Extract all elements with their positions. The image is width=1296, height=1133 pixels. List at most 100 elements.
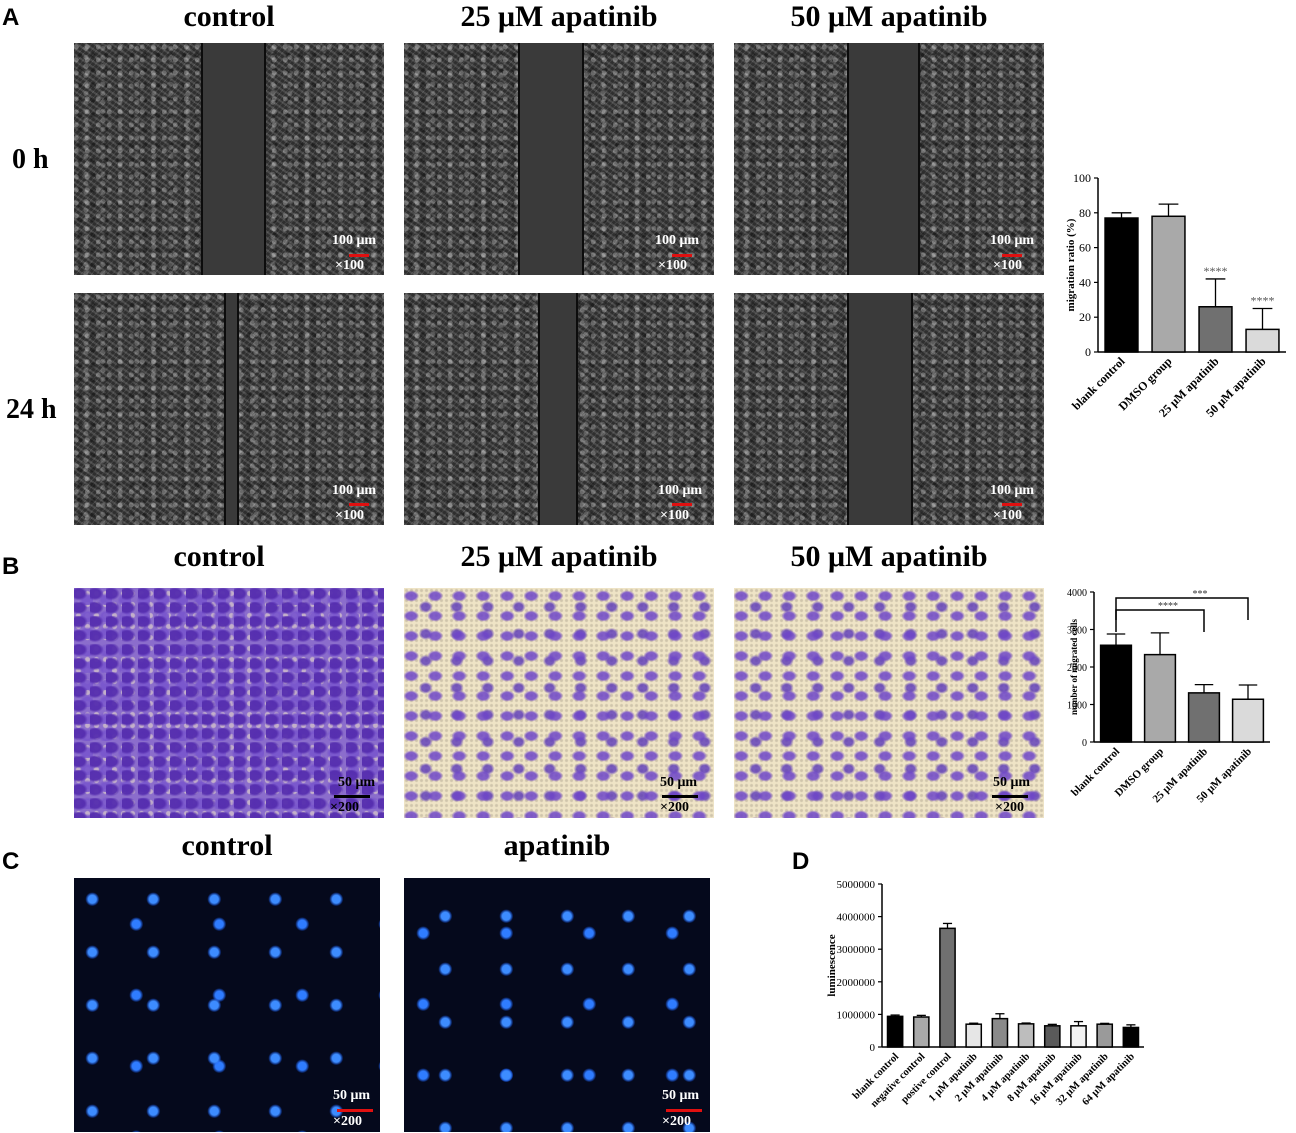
bar-3 (1245, 328, 1280, 353)
wound-image-50um-0h (734, 43, 1044, 275)
y-axis-label: number of migrated cells (1069, 618, 1079, 715)
fluorescence-image-control (74, 878, 380, 1132)
scale-text-a2: 100 μm (655, 233, 700, 248)
y-tick-label-1: 1000000 (837, 1009, 876, 1021)
panel-a-row-title-0h: 0 h (12, 144, 49, 175)
scale-text-b2: 50 μm (660, 775, 698, 790)
y-tick-label-1: 1000 (1067, 701, 1087, 712)
scale-bar-b3 (992, 795, 1028, 798)
y-tick-label-3: 3000000 (837, 944, 876, 956)
bar-2 (939, 927, 956, 1048)
panel-a-row-title-24h: 24 h (6, 394, 57, 425)
y-tick-label-5: 100 (1073, 171, 1091, 185)
scale-text-c1: 50 μm (333, 1088, 371, 1103)
transwell-image-25um (404, 588, 714, 818)
magnification-b3: ×200 (995, 800, 1024, 815)
panel-letter-c: C (2, 848, 20, 875)
panel-a-col-title-control: control (183, 0, 275, 33)
y-tick-label-2: 2000000 (837, 977, 876, 989)
y-tick-label-0: 0 (1082, 738, 1087, 749)
y-tick-label-4: 80 (1079, 206, 1091, 220)
scale-bar-a1 (349, 254, 369, 257)
scale-bar-a3 (1002, 254, 1022, 257)
migrated-cells-chart: 0 1000 2000 3000 4000 number of migrated cell… (1067, 588, 1270, 805)
wound-image-control-0h (74, 43, 384, 275)
transwell-image-control (74, 588, 384, 818)
panel-a-col-title-25um: 25 μM apatinib (460, 0, 658, 33)
bar-7 (1070, 1025, 1087, 1048)
panel-letter-b: B (2, 553, 20, 580)
wound-image-50um-24h (734, 293, 1044, 525)
y-axis-label: migration ratio (%) (1065, 218, 1077, 311)
bar-9 (1122, 1026, 1140, 1048)
wound-image-control-24h (74, 293, 384, 525)
luminescence-chart: 0 1000000 2000000 3000000 4000000 5000000 lumi… (826, 879, 1144, 1110)
scale-text-c2: 50 μm (662, 1088, 700, 1103)
magnification-c1: ×200 (333, 1114, 362, 1129)
scale-bar-a4 (349, 503, 369, 506)
panel-c-col-title-apatinib: apatinib (503, 829, 611, 862)
y-tick-label-2: 40 (1079, 275, 1091, 289)
transwell-image-50um (734, 588, 1044, 818)
panel-b-col-title-control: control (173, 540, 265, 573)
scale-text-b1: 50 μm (338, 775, 376, 790)
bar-0 (1099, 644, 1133, 743)
magnification-a2: ×100 (658, 258, 687, 273)
scale-text-a3: 100 μm (990, 233, 1035, 248)
scale-bar-c2 (666, 1109, 702, 1112)
magnification-a3: ×100 (993, 258, 1022, 273)
significance-bracket-1 (1115, 609, 1205, 632)
bar-0 (1104, 217, 1139, 353)
magnification-a1: ×100 (335, 258, 364, 273)
y-tick-label-0: 0 (1085, 345, 1091, 359)
scale-text-a4: 100 μm (332, 483, 377, 498)
bar-6 (1043, 1025, 1061, 1048)
scale-text-a5: 100 μm (658, 483, 703, 498)
fluorescence-image-apatinib (404, 878, 710, 1132)
bar-2 (1198, 306, 1233, 353)
scale-bar-b1 (334, 795, 370, 798)
y-tick-label-4: 4000000 (837, 912, 876, 924)
bar-1 (1151, 215, 1186, 353)
magnification-a5: ×100 (660, 508, 689, 523)
scale-bar-c1 (337, 1109, 373, 1112)
panel-letter-a: A (2, 4, 20, 31)
y-tick-label-0: 0 (870, 1042, 876, 1054)
significance-mark-2: **** (1204, 264, 1228, 278)
magnification-a4: ×100 (335, 508, 364, 523)
significance-bracket-0 (1115, 597, 1249, 620)
bar-1 (1143, 653, 1177, 743)
bar-8 (1096, 1023, 1114, 1048)
bar-0 (886, 1015, 904, 1048)
scale-bar-a6 (1002, 503, 1022, 506)
y-tick-label-2: 2000 (1067, 663, 1087, 674)
wound-image-25um-24h (404, 293, 714, 525)
bar-5 (1017, 1023, 1035, 1048)
bar-3 (965, 1023, 983, 1048)
bracket-label-1: **** (1158, 601, 1178, 612)
panel-b-col-title-25um: 25 μM apatinib (460, 540, 658, 573)
panel-a-col-title-50um: 50 μM apatinib (790, 0, 988, 33)
magnification-b2: ×200 (660, 800, 689, 815)
bracket-label-0: *** (1193, 589, 1208, 600)
scale-bar-b2 (662, 795, 698, 798)
panel-b-col-title-50um: 50 μM apatinib (790, 540, 988, 573)
magnification-a6: ×100 (993, 508, 1022, 523)
bar-4 (991, 1017, 1009, 1048)
bar-3 (1231, 698, 1265, 743)
scale-bar-a2 (672, 254, 692, 257)
y-tick-label-3: 3000 (1067, 626, 1087, 637)
y-tick-label-5: 5000000 (837, 879, 876, 891)
scale-text-b3: 50 μm (993, 775, 1031, 790)
magnification-c2: ×200 (662, 1114, 691, 1129)
y-axis-label: luminescence (826, 934, 838, 996)
panel-c-col-title-control: control (181, 829, 273, 862)
bar-2 (1187, 692, 1221, 743)
significance-mark-3: **** (1251, 294, 1275, 308)
scale-text-a6: 100 μm (990, 483, 1035, 498)
bar-1 (912, 1016, 930, 1048)
scale-text-a1: 100 μm (332, 233, 377, 248)
scale-bar-a5 (672, 503, 692, 506)
y-tick-label-3: 60 (1079, 241, 1091, 255)
